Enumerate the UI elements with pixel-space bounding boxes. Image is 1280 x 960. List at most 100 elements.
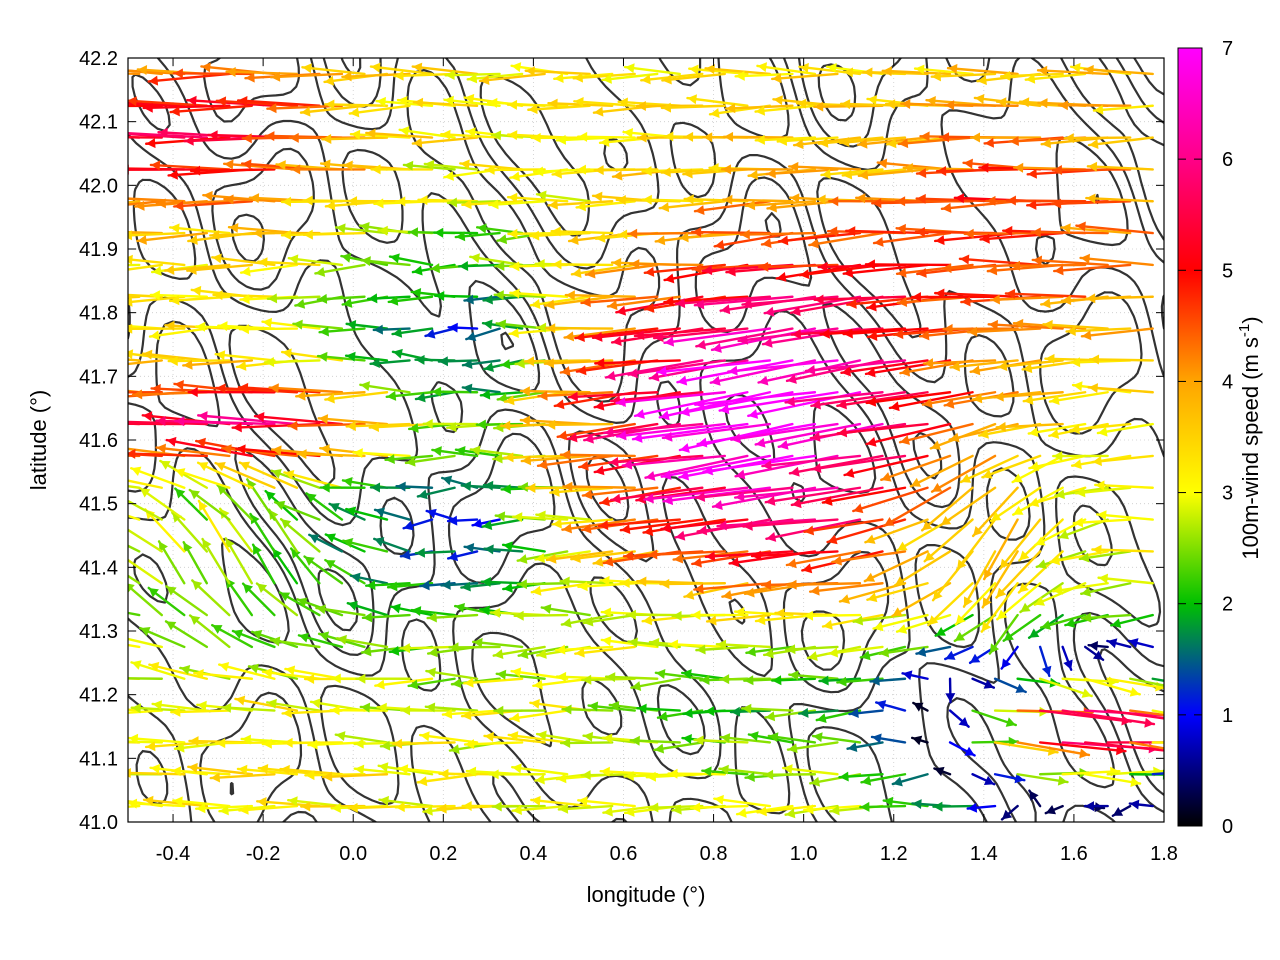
wind-vector-head xyxy=(752,550,762,561)
wind-vector-head xyxy=(554,73,564,84)
wind-vector-head xyxy=(724,131,734,142)
wind-vector-head xyxy=(662,74,672,85)
wind-vector xyxy=(1094,480,1154,491)
wind-vector xyxy=(704,64,772,76)
wind-vector-head xyxy=(829,196,839,207)
wind-vector-head xyxy=(789,466,800,477)
wind-vector xyxy=(197,499,231,553)
wind-vector-head xyxy=(712,343,722,353)
wind-vector-head xyxy=(637,576,647,587)
wind-vector-head xyxy=(944,398,955,409)
wind-vector-head xyxy=(786,644,796,655)
wind-vector-head xyxy=(858,169,869,180)
wind-vector-head xyxy=(432,386,442,397)
wind-vector-head xyxy=(897,541,908,551)
wind-vector-shaft xyxy=(349,132,411,139)
wind-vector xyxy=(654,669,704,680)
wind-vector xyxy=(591,327,681,342)
wind-vector xyxy=(608,454,704,467)
wind-vector xyxy=(912,701,929,712)
wind-vector xyxy=(781,764,839,776)
wind-vector-head xyxy=(300,106,311,117)
wind-vector-head xyxy=(924,551,935,562)
wind-vector xyxy=(615,391,727,408)
wind-vector-head xyxy=(983,679,994,689)
wind-vector-head xyxy=(1028,427,1039,438)
wind-vector-head xyxy=(375,679,385,690)
wind-vector xyxy=(693,735,749,746)
wind-vector-head xyxy=(1018,582,1029,593)
wind-vector-shaft xyxy=(556,422,636,439)
wind-vector-head xyxy=(561,737,571,748)
wind-vector-head xyxy=(272,445,282,456)
wind-vector-shaft xyxy=(369,65,434,76)
wind-vector-head xyxy=(839,594,851,604)
wind-vector xyxy=(609,486,704,504)
wind-vector-head xyxy=(729,557,740,568)
wind-vector-shaft xyxy=(943,103,1019,107)
wind-vector-head xyxy=(997,97,1007,108)
wind-vector xyxy=(128,104,141,107)
wind-vector xyxy=(875,700,907,712)
colorbar-tick-label: 6 xyxy=(1222,149,1233,171)
wind-vector-head xyxy=(302,63,312,74)
wind-vector xyxy=(270,469,321,489)
wind-vector-head xyxy=(694,735,704,746)
wind-vector-head xyxy=(982,597,992,608)
wind-vector-head xyxy=(797,98,807,109)
wind-vector xyxy=(365,128,434,139)
x-tick-label: 0.0 xyxy=(339,843,367,865)
colorbar-tick-label: 5 xyxy=(1222,260,1233,282)
wind-vector xyxy=(457,261,501,272)
wind-vector-head xyxy=(496,319,507,330)
wind-vector-head xyxy=(544,358,555,369)
wind-vector xyxy=(147,586,186,617)
wind-vector-shaft xyxy=(1094,483,1154,489)
wind-vector-head xyxy=(504,395,515,406)
wind-vector-head xyxy=(658,711,668,722)
wind-vector-head xyxy=(256,583,268,594)
wind-vector xyxy=(846,741,884,753)
wind-vector-head xyxy=(917,267,927,278)
wind-vector-head xyxy=(755,134,765,145)
wind-vector-head xyxy=(392,348,403,359)
wind-vector-shaft xyxy=(893,550,952,587)
wind-vector xyxy=(678,231,749,243)
wind-vector-shaft xyxy=(694,486,794,500)
wind-vector xyxy=(128,422,141,426)
wind-vector-head xyxy=(284,469,295,480)
wind-vector-shaft xyxy=(280,350,344,362)
x-tick-label: 1.8 xyxy=(1150,843,1178,865)
wind-vector-shaft xyxy=(511,804,569,812)
wind-vector-head xyxy=(642,166,652,177)
wind-vector-head xyxy=(494,705,504,716)
wind-vector-shaft xyxy=(770,72,839,81)
wind-vector xyxy=(720,164,794,175)
wind-vector-shaft xyxy=(136,231,209,243)
wind-vector xyxy=(391,327,434,338)
wind-vector-head xyxy=(320,482,330,493)
wind-vector xyxy=(278,591,321,617)
wind-vector xyxy=(411,136,479,148)
wind-vector-head xyxy=(950,361,960,372)
wind-vector-shaft xyxy=(257,260,321,267)
wind-vector-head xyxy=(165,320,175,331)
wind-vector-shaft xyxy=(993,741,1059,754)
wind-vector-head xyxy=(684,131,694,142)
wind-vector xyxy=(1106,638,1132,649)
y-tick-label: 42.1 xyxy=(79,112,118,134)
wind-vector-head xyxy=(426,667,437,678)
wind-vector-head xyxy=(360,381,371,392)
wind-vector-shaft xyxy=(128,258,186,267)
wind-vector-shaft xyxy=(554,645,614,652)
wind-vector xyxy=(465,327,501,342)
wind-vector xyxy=(238,324,299,335)
wind-vector-head xyxy=(466,766,477,777)
wind-vector-head xyxy=(867,592,878,603)
wind-vector-shaft xyxy=(629,262,704,267)
wind-vector xyxy=(788,670,839,681)
wind-vector xyxy=(989,486,1042,523)
wind-vector-head xyxy=(370,358,380,369)
wind-vector-head xyxy=(787,579,797,590)
wind-vector xyxy=(787,161,862,172)
